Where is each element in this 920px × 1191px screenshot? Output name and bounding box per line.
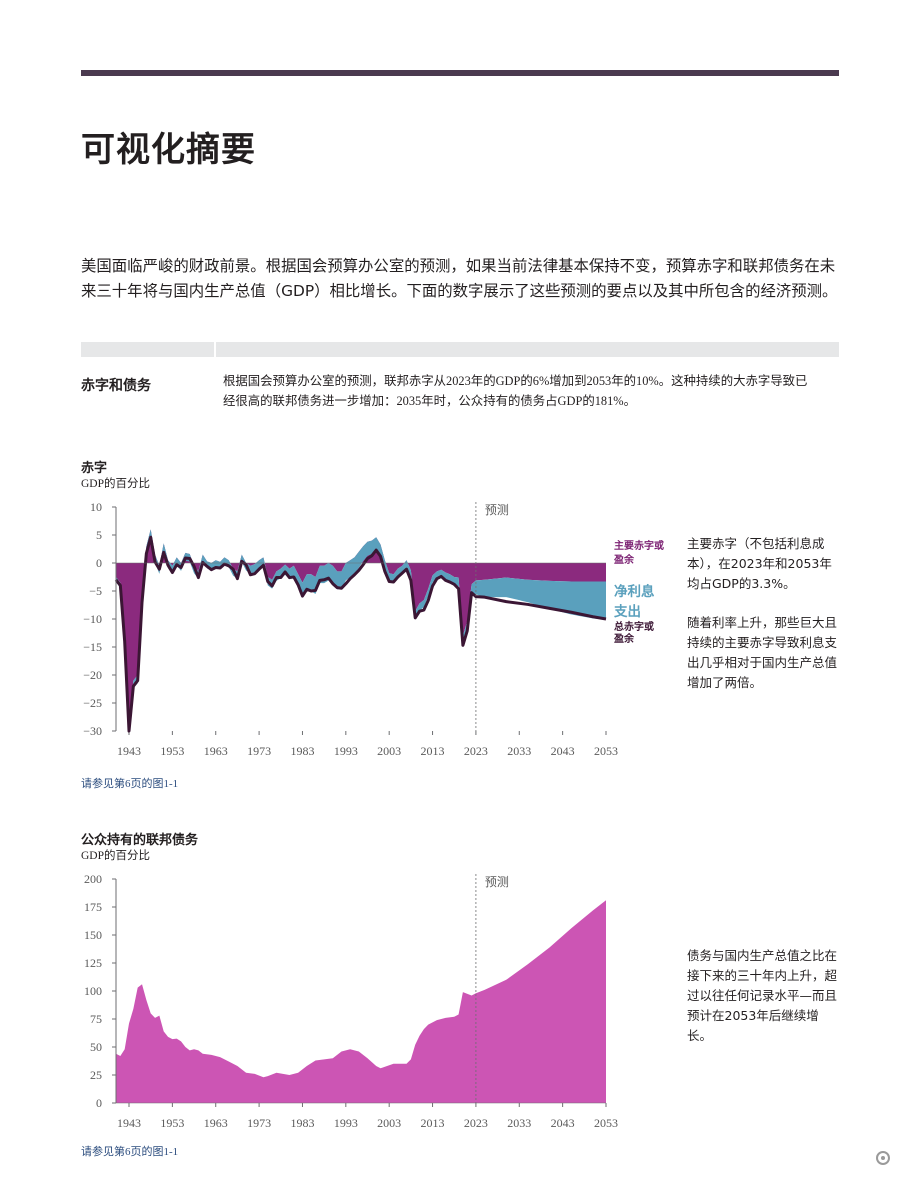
x-tick-label: 2003 [377,744,401,758]
y-tick-label: 0 [96,556,102,570]
debt-chart-title: 公众持有的联邦债务 [81,833,199,848]
section-title: 赤字和债务 [81,378,151,394]
y-tick-label: 25 [90,1068,102,1082]
x-tick-label: 2043 [551,744,575,758]
primary-deficit-area [116,529,606,726]
x-tick-label: 1943 [117,1116,141,1130]
header-rule [81,70,839,76]
debt-chart: 200 175 150 125 100 75 50 25 0 1943 1953 1963 1973 19… [84,872,618,1130]
deficit-chart-subtitle: GDP的百分比 [81,478,151,490]
debt-area [116,900,606,1103]
total-deficit-line [114,535,607,733]
y-tick-label: 125 [84,956,102,970]
page-marker-icon [876,1151,890,1165]
y-tick-label: 200 [84,872,102,886]
section-band-right [216,342,839,357]
net-interest-band [116,529,606,733]
x-tick-label: 1983 [290,1116,314,1130]
projection-label: 预测 [485,503,509,517]
y-tick-label: 175 [84,900,102,914]
page-title: 可视化摘要 [81,130,256,170]
y-tick-label: 100 [84,984,102,998]
y-tick-label: 0 [96,1096,102,1110]
y-tick-label: 150 [84,928,102,942]
x-tick-label: 1953 [160,1116,184,1130]
x-tick-label: 2013 [421,744,445,758]
x-tick-label: 1973 [247,744,271,758]
deficit-see-also-link[interactable]: 请参见第6页的图1-1 [81,778,179,790]
x-tick-label: 2003 [377,1116,401,1130]
x-tick-label: 2033 [507,744,531,758]
x-tick-label: 2023 [464,1116,488,1130]
deficit-note-2: 随着利率上升，那些巨大且持续的主要赤字导致利息支出几乎相对于国内生产总值增加了两… [687,615,838,690]
section-band-left [81,342,214,357]
projection-label: 预测 [485,875,509,889]
debt-chart-subtitle: GDP的百分比 [81,850,151,862]
y-tick-label: −25 [83,696,102,710]
x-tick-label: 1973 [247,1116,271,1130]
y-tick-label: 75 [90,1012,102,1026]
x-tick-label: 1963 [204,744,228,758]
debt-see-also-link[interactable]: 请参见第6页的图1-1 [81,1146,179,1158]
x-tick-label: 2053 [594,744,618,758]
intro-paragraph: 美国面临严峻的财政前景。根据国会预算办公室的预测，如果当前法律基本保持不变，预算… [81,257,838,300]
x-tick-label: 1993 [334,744,358,758]
deficit-chart: 10 5 0 −5 −10 −15 −20 −25 −30 1943 1953 1963 1973 198… [83,500,618,758]
y-tick-label: 50 [90,1040,102,1054]
deficit-note-1: 主要赤字（不包括利息成本），在2023年和2053年均占GDP的3.3%。 [687,536,832,591]
y-tick-label: −20 [83,668,102,682]
y-tick-label: −15 [83,640,102,654]
y-tick-label: −10 [83,612,102,626]
y-tick-label: −30 [83,724,102,738]
deficit-chart-title: 赤字 [81,461,108,476]
x-tick-label: 1963 [204,1116,228,1130]
x-tick-label: 2053 [594,1116,618,1130]
x-tick-label: 2013 [421,1116,445,1130]
legend-primary-deficit: 主要赤字或盈余 [614,541,664,566]
x-tick-label: 1983 [290,744,314,758]
section-body: 根据国会预算办公室的预测，联邦赤字从2023年的GDP的6%增加到2053年的1… [223,374,808,408]
x-tick-label: 1953 [160,744,184,758]
x-tick-label: 2043 [551,1116,575,1130]
x-tick-label: 2023 [464,744,488,758]
x-tick-label: 1943 [117,744,141,758]
legend-net-interest: 净利息支出 [614,584,655,620]
x-tick-label: 1993 [334,1116,358,1130]
y-tick-label: −5 [89,584,102,598]
legend-total-deficit: 总赤字或盈余 [614,622,654,645]
x-tick-label: 2033 [507,1116,531,1130]
debt-note: 债务与国内生产总值之比在接下来的三十年内上升，超过以往任何记录水平—而且预计在2… [687,948,838,1043]
y-tick-label: 5 [96,528,102,542]
y-tick-label: 10 [90,500,102,514]
